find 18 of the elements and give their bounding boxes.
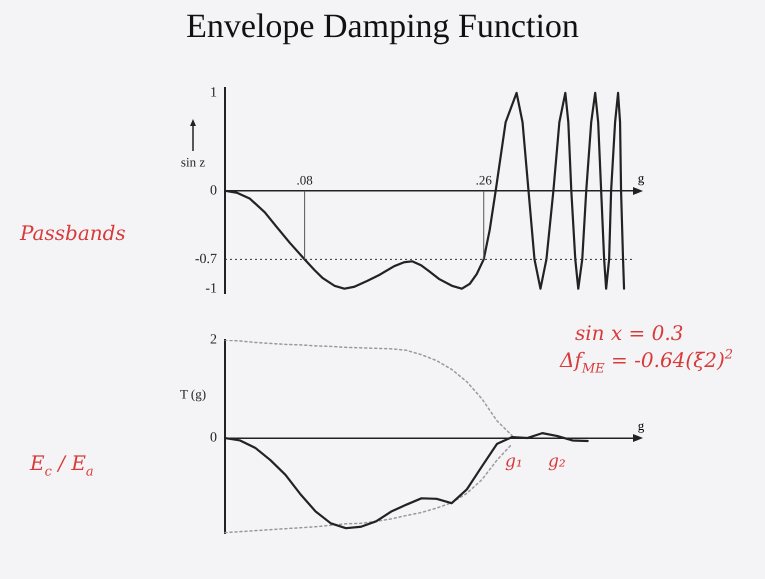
annotation: g₂ [548,451,566,472]
annotation: sin x = 0.3 [575,321,684,346]
y-tick-label: 2 [210,332,217,348]
y-axis-title: T (g) [180,386,206,402]
y-tick-label: 0 [210,183,217,198]
y-axis-title: sin z [180,154,206,170]
x-tick-label: .08 [296,172,313,188]
text: Passbands [19,221,126,246]
chart-title: Envelope Damping Function [185,8,580,46]
x-tick-label: .26 [476,172,492,188]
y-tick-label: -0.7 [194,252,217,268]
x-axis-title: g [638,418,645,433]
x-axis-title: g [638,170,645,186]
y-tick-label: 1 [210,86,217,101]
y-tick-label: -1 [205,281,217,296]
y-tick-label: 0 [210,430,217,446]
line-series [224,340,513,436]
annotation: g₁ [505,451,523,472]
